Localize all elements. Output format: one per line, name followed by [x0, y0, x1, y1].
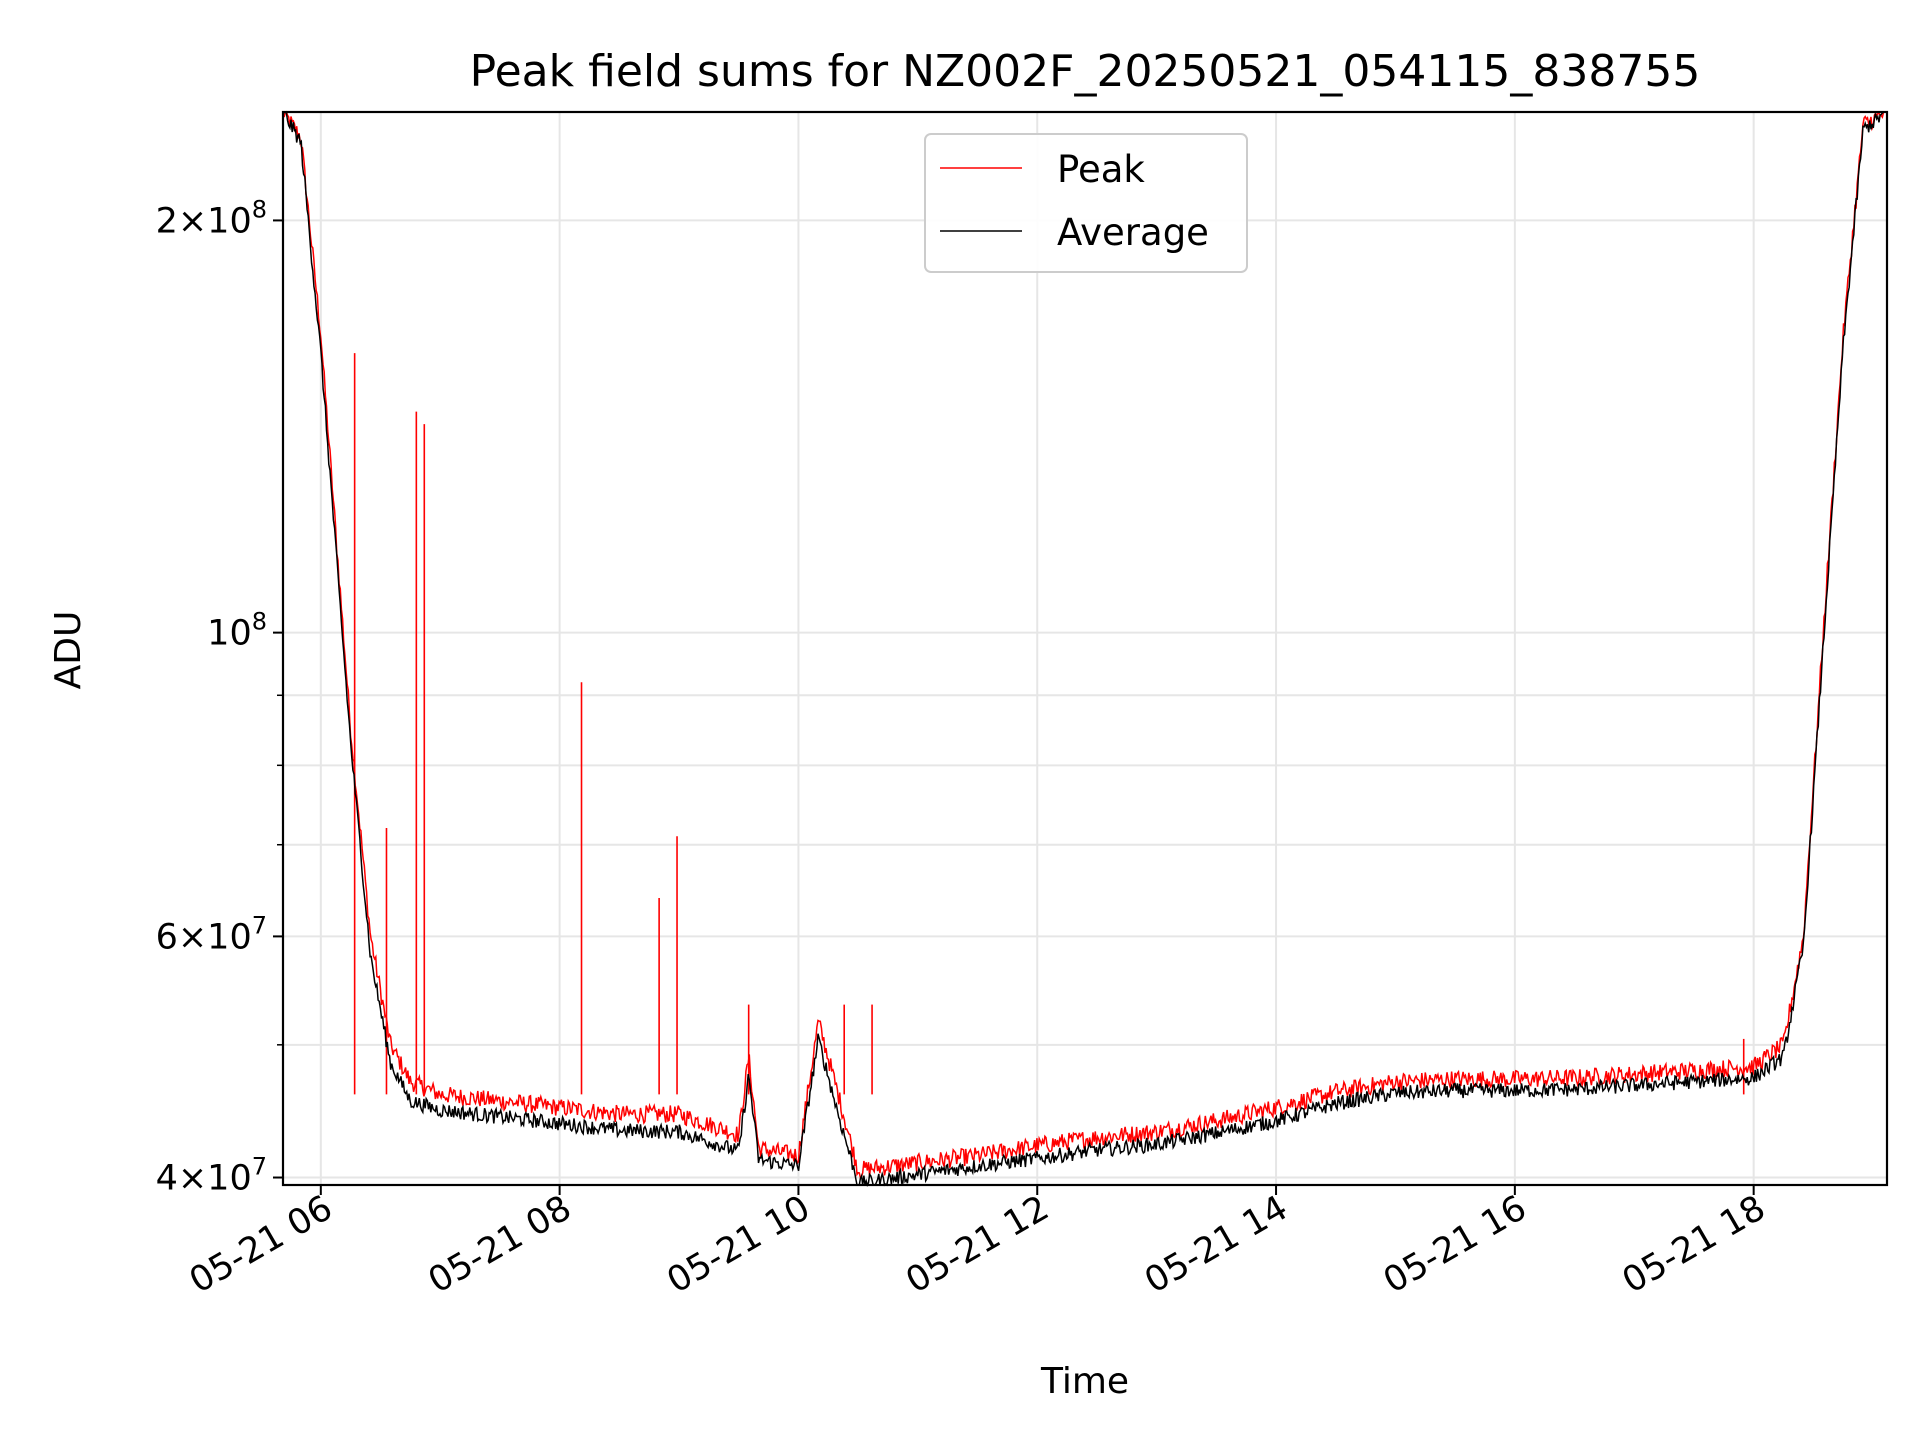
plot-area — [282, 110, 1888, 1188]
legend-average-label: Average — [1057, 211, 1209, 254]
legend: Peak Average — [924, 133, 1248, 273]
x-axis-label: Time — [1040, 1361, 1129, 1402]
y-tick-label: 4×107 — [156, 1153, 267, 1199]
legend-peak-label: Peak — [1057, 148, 1145, 191]
y-tick-label: 6×107 — [156, 911, 267, 957]
series-average-line — [282, 111, 1888, 1188]
y-axis-label: ADU — [48, 611, 89, 690]
y-tick-label: 108 — [207, 608, 267, 654]
axes-frame — [281, 110, 1889, 1187]
chart-title: Peak field sums for NZ002F_20250521_0541… — [470, 46, 1701, 97]
y-axis: 4×107 6×107 108 2×108 — [156, 195, 283, 1199]
y-tick-label: 2×108 — [156, 195, 267, 241]
